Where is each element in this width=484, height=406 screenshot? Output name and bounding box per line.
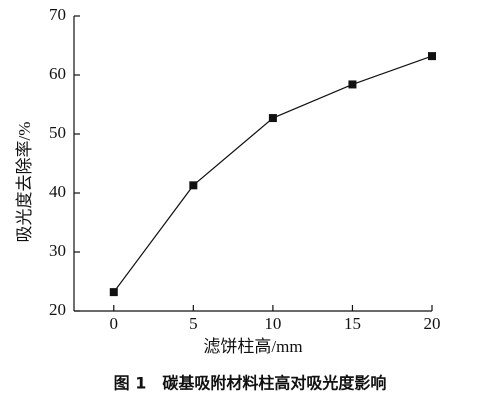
y-tick-label: 70 xyxy=(49,5,66,24)
data-point xyxy=(109,288,118,297)
y-tick-label: 50 xyxy=(49,123,66,142)
data-point xyxy=(189,181,198,190)
data-point xyxy=(348,80,357,89)
x-tick-label: 5 xyxy=(189,314,198,333)
data-line xyxy=(113,55,433,293)
data-point xyxy=(428,52,436,61)
x-tick-label: 20 xyxy=(424,314,441,333)
y-tick-label: 30 xyxy=(49,241,66,260)
y-tick-label: 60 xyxy=(49,64,66,83)
x-tick-label: 15 xyxy=(344,314,361,333)
y-axis-label: 吸光度去除率/% xyxy=(15,122,34,243)
caption: 图 1 碳基吸附材料柱高对吸光度影响 xyxy=(114,374,387,393)
y-tick-label: 20 xyxy=(49,300,66,319)
x-tick-label: 0 xyxy=(110,314,119,333)
x-tick-label: 10 xyxy=(264,314,281,333)
y-tick-label: 40 xyxy=(49,182,66,201)
x-axis-label: 滤饼柱高/mm xyxy=(203,337,302,356)
data-point xyxy=(268,114,277,123)
